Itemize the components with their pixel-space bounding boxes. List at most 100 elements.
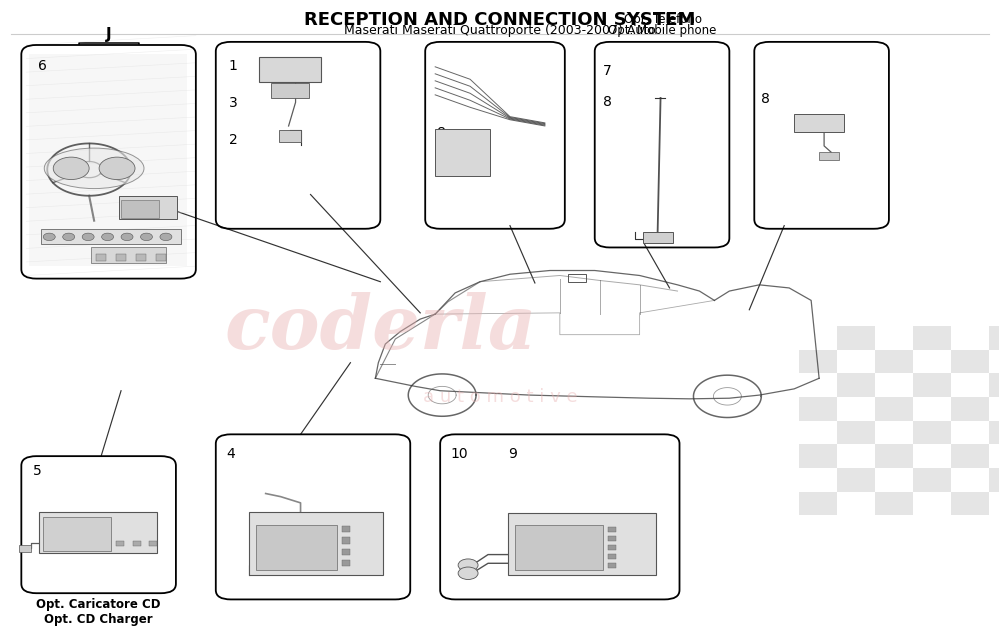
Text: Opt. Telefono: Opt. Telefono xyxy=(624,13,702,26)
Text: 5: 5 xyxy=(33,464,42,478)
Bar xyxy=(608,554,616,559)
Text: 6: 6 xyxy=(38,59,47,72)
Bar xyxy=(643,232,673,243)
Bar xyxy=(43,517,111,551)
Text: J: J xyxy=(106,27,111,42)
Bar xyxy=(875,397,913,421)
Circle shape xyxy=(102,233,114,241)
Bar xyxy=(279,130,301,142)
Bar xyxy=(989,444,1000,468)
Text: Opt. Mobile phone: Opt. Mobile phone xyxy=(608,24,717,37)
Circle shape xyxy=(160,233,172,241)
Bar xyxy=(271,83,309,98)
Bar xyxy=(989,421,1000,444)
Bar xyxy=(799,374,837,397)
Bar xyxy=(133,542,141,546)
Circle shape xyxy=(458,567,478,580)
Bar xyxy=(342,560,350,566)
Bar xyxy=(875,444,913,468)
Bar xyxy=(342,526,350,532)
Bar xyxy=(913,326,951,350)
Bar xyxy=(837,374,875,397)
Bar xyxy=(837,421,875,444)
Text: 7: 7 xyxy=(603,64,611,77)
Bar xyxy=(156,254,166,261)
Bar xyxy=(837,397,875,421)
Text: Opt. CD Charger: Opt. CD Charger xyxy=(44,613,152,626)
Bar xyxy=(116,542,124,546)
Circle shape xyxy=(141,233,152,241)
Bar xyxy=(515,525,603,570)
Circle shape xyxy=(99,157,135,180)
Bar xyxy=(799,326,837,350)
Bar xyxy=(342,537,350,544)
Bar xyxy=(951,491,989,515)
Bar xyxy=(913,397,951,421)
Bar xyxy=(951,326,989,350)
Bar xyxy=(951,468,989,491)
Text: a u t o m o t i v e: a u t o m o t i v e xyxy=(423,388,577,406)
Circle shape xyxy=(43,233,55,241)
Bar xyxy=(875,374,913,397)
Bar xyxy=(568,274,586,282)
Bar xyxy=(256,525,337,570)
Bar xyxy=(799,444,837,468)
Circle shape xyxy=(63,233,75,241)
Bar xyxy=(435,129,490,176)
Bar xyxy=(794,113,844,132)
Text: 4: 4 xyxy=(227,447,236,461)
Text: 2: 2 xyxy=(229,134,238,147)
Bar xyxy=(29,54,187,266)
Bar xyxy=(913,491,951,515)
Circle shape xyxy=(53,157,89,180)
Bar xyxy=(951,444,989,468)
Bar xyxy=(119,196,177,219)
Text: 10: 10 xyxy=(450,447,468,461)
Bar xyxy=(96,254,106,261)
Bar xyxy=(875,491,913,515)
Text: 8: 8 xyxy=(437,126,446,140)
Text: 9: 9 xyxy=(508,447,517,461)
Circle shape xyxy=(458,559,478,571)
Bar xyxy=(837,326,875,350)
Bar xyxy=(608,563,616,568)
Bar xyxy=(249,512,383,575)
Bar xyxy=(951,421,989,444)
Bar xyxy=(41,229,181,244)
Bar xyxy=(259,57,320,83)
Bar xyxy=(913,468,951,491)
Bar xyxy=(799,397,837,421)
Text: coderla: coderla xyxy=(224,292,537,365)
Bar xyxy=(837,468,875,491)
Text: 8: 8 xyxy=(761,92,770,106)
Bar xyxy=(116,254,126,261)
Bar xyxy=(989,374,1000,397)
Bar xyxy=(608,536,616,541)
Bar xyxy=(875,421,913,444)
Text: RECEPTION AND CONNECTION SYSTEM: RECEPTION AND CONNECTION SYSTEM xyxy=(304,11,696,29)
Bar xyxy=(875,350,913,374)
Bar xyxy=(136,254,146,261)
Text: 3: 3 xyxy=(229,96,238,110)
Bar xyxy=(913,350,951,374)
Circle shape xyxy=(82,233,94,241)
Bar xyxy=(989,468,1000,491)
Bar xyxy=(799,468,837,491)
Bar xyxy=(951,397,989,421)
Bar xyxy=(819,152,839,160)
Bar xyxy=(875,326,913,350)
Bar xyxy=(837,350,875,374)
Text: 8: 8 xyxy=(603,95,612,109)
Bar xyxy=(91,248,166,263)
Bar xyxy=(989,350,1000,374)
Bar xyxy=(608,544,616,550)
Bar xyxy=(875,468,913,491)
Bar xyxy=(19,544,31,552)
Circle shape xyxy=(121,233,133,241)
Bar xyxy=(837,491,875,515)
Text: Maserati Maserati Quattroporte (2003-2007) Auto: Maserati Maserati Quattroporte (2003-200… xyxy=(344,25,656,37)
Bar xyxy=(913,421,951,444)
Bar xyxy=(951,350,989,374)
Bar xyxy=(342,549,350,555)
Bar xyxy=(508,513,656,575)
